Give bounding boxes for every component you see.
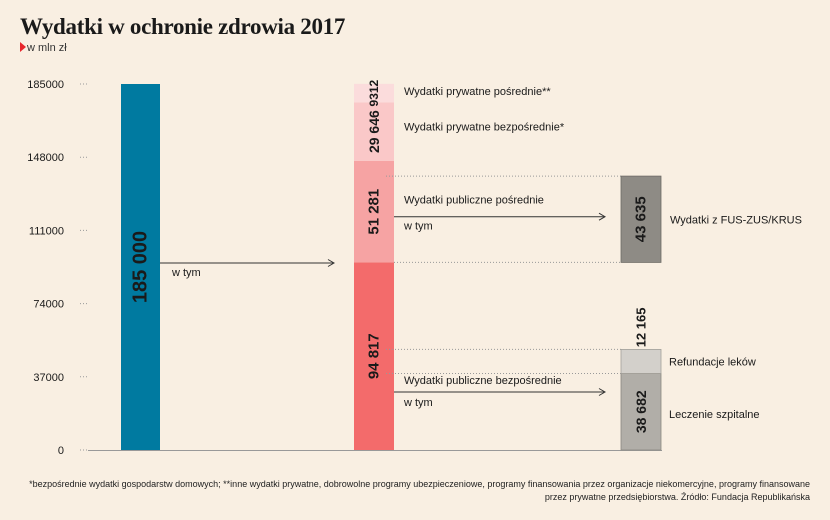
hospital-bar xyxy=(620,373,662,451)
refund-bar-label: 12 165 xyxy=(634,308,649,348)
unit-text: w mln zł xyxy=(27,42,67,54)
fus-bar xyxy=(620,175,662,263)
fus-bar-label: 43 635 xyxy=(633,196,650,242)
y-tick-label: 185000 xyxy=(27,79,64,91)
red-triangle-icon xyxy=(20,42,26,52)
y-tick-label: 111000 xyxy=(29,225,64,237)
legend-public-indirect: Wydatki publiczne pośrednie xyxy=(404,195,544,207)
legend-refunds: Refundacje leków xyxy=(669,356,756,368)
stack-segment-label: 94 817 xyxy=(366,333,383,379)
legend-private-indirect: Wydatki prywatne pośrednie** xyxy=(404,86,551,98)
indirect-w-tym-label: w tym xyxy=(403,221,433,233)
hospital-bar-label: 38 682 xyxy=(633,390,649,433)
unit-label: w mln zł xyxy=(20,42,67,54)
legend-fus: Wydatki z FUS-ZUS/KRUS xyxy=(670,214,802,226)
direct-arrow-head xyxy=(598,388,606,396)
footnote: *bezpośrednie wydatki gospodarstw domowy… xyxy=(29,479,810,502)
refund-bar xyxy=(620,349,662,374)
legend-hospital: Leczenie szpitalne xyxy=(669,409,760,421)
stack-segment-label: 29 646 xyxy=(366,110,382,153)
total-w-tym-label: w tym xyxy=(171,267,201,279)
chart-title: Wydatki w ochronie zdrowia 2017 xyxy=(20,14,346,39)
total-bar xyxy=(121,84,160,450)
y-tick-label: 74000 xyxy=(33,299,64,311)
stack-segment xyxy=(354,102,394,161)
legend-public-direct: Wydatki publiczne bezpośrednie xyxy=(404,375,562,387)
total-arrow-head xyxy=(327,259,335,267)
stack-segment-label: 51 281 xyxy=(366,189,383,235)
indirect-arrow-head xyxy=(598,212,606,221)
y-tick-label: 148000 xyxy=(27,152,64,164)
stack-segment-label: 9312 xyxy=(367,79,381,106)
stack-segment xyxy=(354,83,394,103)
stack-segment xyxy=(354,160,394,263)
legend-private-direct: Wydatki prywatne bezpośrednie* xyxy=(404,122,565,134)
total-bar-label: 185 000 xyxy=(130,231,152,303)
stack-segment xyxy=(354,262,394,450)
y-tick-label: 0 xyxy=(58,445,64,457)
direct-w-tym-label: w tym xyxy=(403,397,433,409)
y-tick-label: 37000 xyxy=(33,372,64,384)
